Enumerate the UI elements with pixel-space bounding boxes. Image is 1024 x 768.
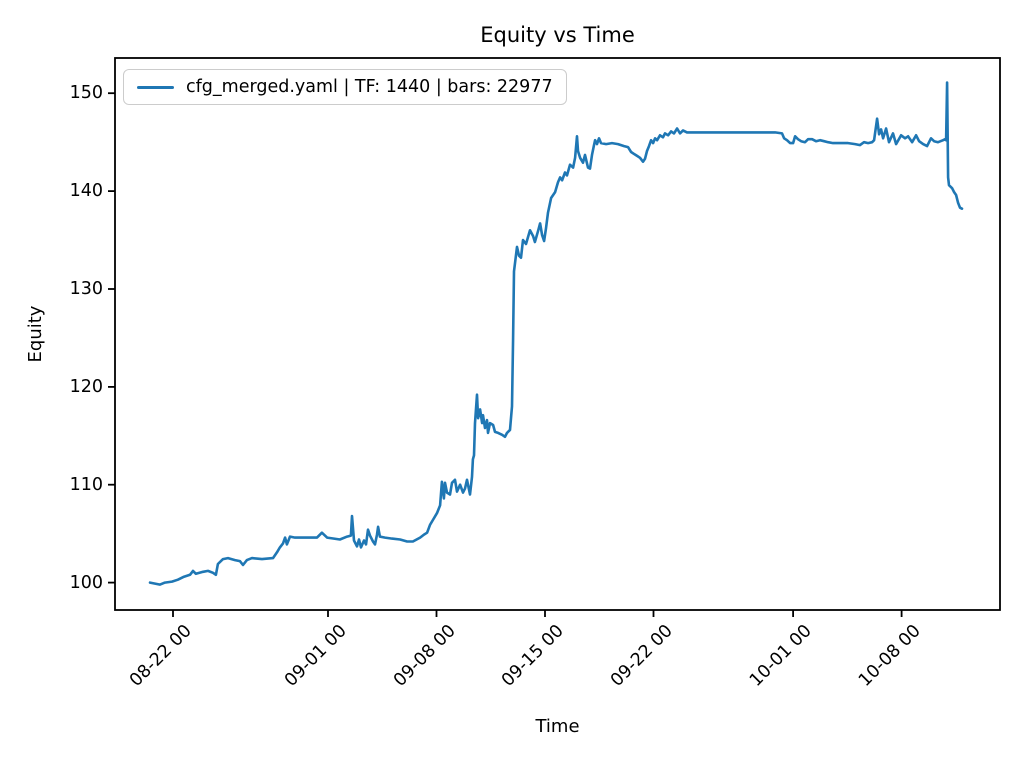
- y-tick-label: 120: [69, 376, 103, 397]
- y-tick-label: 140: [69, 181, 103, 202]
- y-axis-label: Equity: [25, 305, 46, 363]
- y-tick-label: 100: [69, 572, 103, 593]
- axes-frame: [114, 57, 1001, 611]
- y-tick-label: 110: [69, 474, 103, 495]
- equity-line: [148, 81, 964, 586]
- legend-series-label: cfg_merged.yaml | TF: 1440 | bars: 22977: [186, 77, 553, 97]
- x-axis-label: Time: [535, 716, 580, 737]
- y-tick-label: 150: [69, 83, 103, 104]
- legend-box: cfg_merged.yaml | TF: 1440 | bars: 22977: [123, 69, 567, 105]
- chart-title: Equity vs Time: [480, 23, 635, 47]
- y-tick-label: 130: [69, 278, 103, 299]
- legend-line-sample: [137, 85, 174, 89]
